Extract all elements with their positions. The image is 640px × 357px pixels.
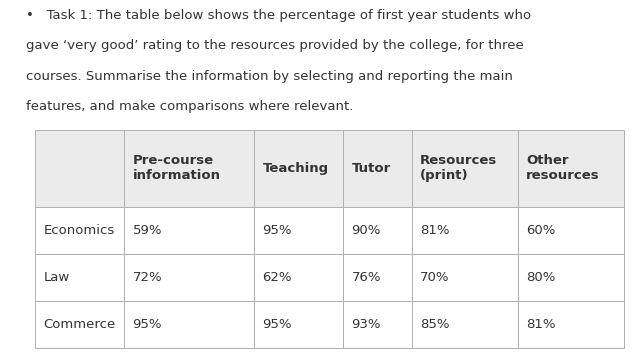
Text: Economics: Economics [44,223,115,237]
Bar [518,301,624,348]
Text: 90%: 90% [351,223,381,237]
Bar [518,206,624,254]
Bar [124,301,254,348]
Text: courses. Summarise the information by selecting and reporting the main: courses. Summarise the information by se… [26,70,513,82]
Text: 70%: 70% [420,271,449,284]
Text: 81%: 81% [526,318,556,331]
Text: 93%: 93% [351,318,381,331]
Text: Tutor: Tutor [351,162,391,175]
Text: Commerce: Commerce [44,318,116,331]
Text: 80%: 80% [526,271,556,284]
Bar [412,206,518,254]
Text: 59%: 59% [132,223,162,237]
Bar [35,301,124,348]
Text: 95%: 95% [132,318,162,331]
Text: Other
resources: Other resources [526,155,600,182]
Bar [343,206,412,254]
Text: 95%: 95% [262,318,292,331]
Text: •   Task 1: The table below shows the percentage of first year students who: • Task 1: The table below shows the perc… [26,9,531,22]
Bar [35,130,124,206]
Text: 72%: 72% [132,271,162,284]
Bar [343,301,412,348]
Bar [254,130,343,206]
Bar [412,301,518,348]
Bar [124,254,254,301]
Text: features, and make comparisons where relevant.: features, and make comparisons where rel… [26,100,353,113]
Text: gave ‘very good’ rating to the resources provided by the college, for three: gave ‘very good’ rating to the resources… [26,39,524,52]
Bar [412,130,518,206]
Bar [124,130,254,206]
Bar [35,206,124,254]
Text: 76%: 76% [351,271,381,284]
Bar [254,206,343,254]
Bar [518,254,624,301]
Text: Law: Law [44,271,70,284]
Text: 62%: 62% [262,271,292,284]
Bar [343,254,412,301]
Bar [254,301,343,348]
Bar [412,254,518,301]
Text: 85%: 85% [420,318,449,331]
Bar [124,206,254,254]
Bar [35,254,124,301]
Text: 60%: 60% [526,223,556,237]
Text: Pre-course
information: Pre-course information [132,155,221,182]
Text: Resources
(print): Resources (print) [420,155,497,182]
Bar [343,130,412,206]
Bar [518,130,624,206]
Text: 81%: 81% [420,223,449,237]
Bar [254,254,343,301]
Text: Teaching: Teaching [262,162,329,175]
Text: 95%: 95% [262,223,292,237]
